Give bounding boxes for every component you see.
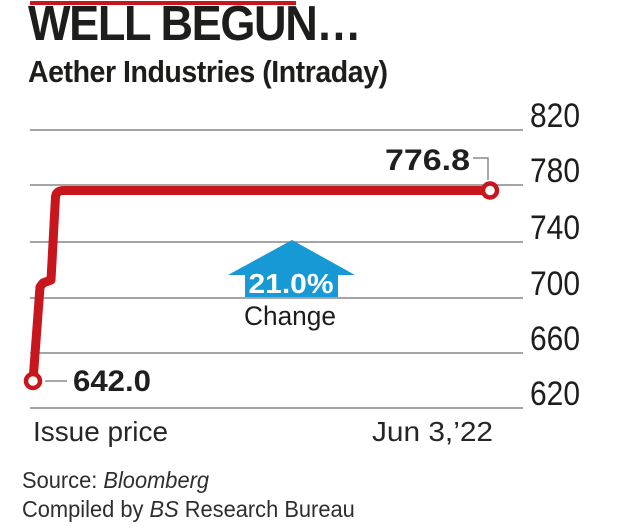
compiled-suffix: Research Bureau — [184, 496, 355, 522]
end-value-label: 776.8 — [385, 144, 470, 177]
ytick-780: 780 — [530, 152, 580, 190]
source-line: Source: Bloomberg — [22, 466, 355, 495]
end-leader-line — [473, 157, 489, 180]
change-label: Change — [244, 301, 336, 331]
ytick-620: 620 — [530, 375, 580, 413]
intraday-line-chart: 820 780 740 700 660 620 642.0 776.8 21.0… — [23, 97, 580, 447]
top-red-rule — [30, 1, 296, 5]
compiled-prefix: Compiled by — [22, 496, 144, 522]
source-label: Source: — [22, 467, 98, 493]
chart-subtitle: Aether Industries (Intraday) — [28, 54, 388, 89]
compiled-line: Compiled by BS Research Bureau — [22, 495, 355, 524]
chart-title: WELL BEGUN… — [28, 0, 361, 51]
footer: Source: Bloomberg Compiled by BS Researc… — [22, 466, 355, 524]
ytick-740: 740 — [530, 209, 580, 247]
end-point-marker — [480, 181, 500, 200]
x-axis-label-end: Jun 3,’22 — [372, 416, 493, 447]
up-arrow-icon — [228, 240, 355, 297]
compiled-brand: BS — [149, 496, 179, 522]
x-axis-label-start: Issue price — [33, 416, 168, 447]
change-percent-label: 21.0% — [249, 268, 334, 299]
ytick-700: 700 — [530, 265, 580, 303]
start-value-label: 642.0 — [73, 365, 151, 398]
ytick-660: 660 — [530, 320, 580, 358]
price-line — [28, 186, 495, 386]
ytick-820: 820 — [530, 97, 580, 135]
source-value: Bloomberg — [103, 467, 210, 493]
start-point-marker — [23, 371, 43, 391]
